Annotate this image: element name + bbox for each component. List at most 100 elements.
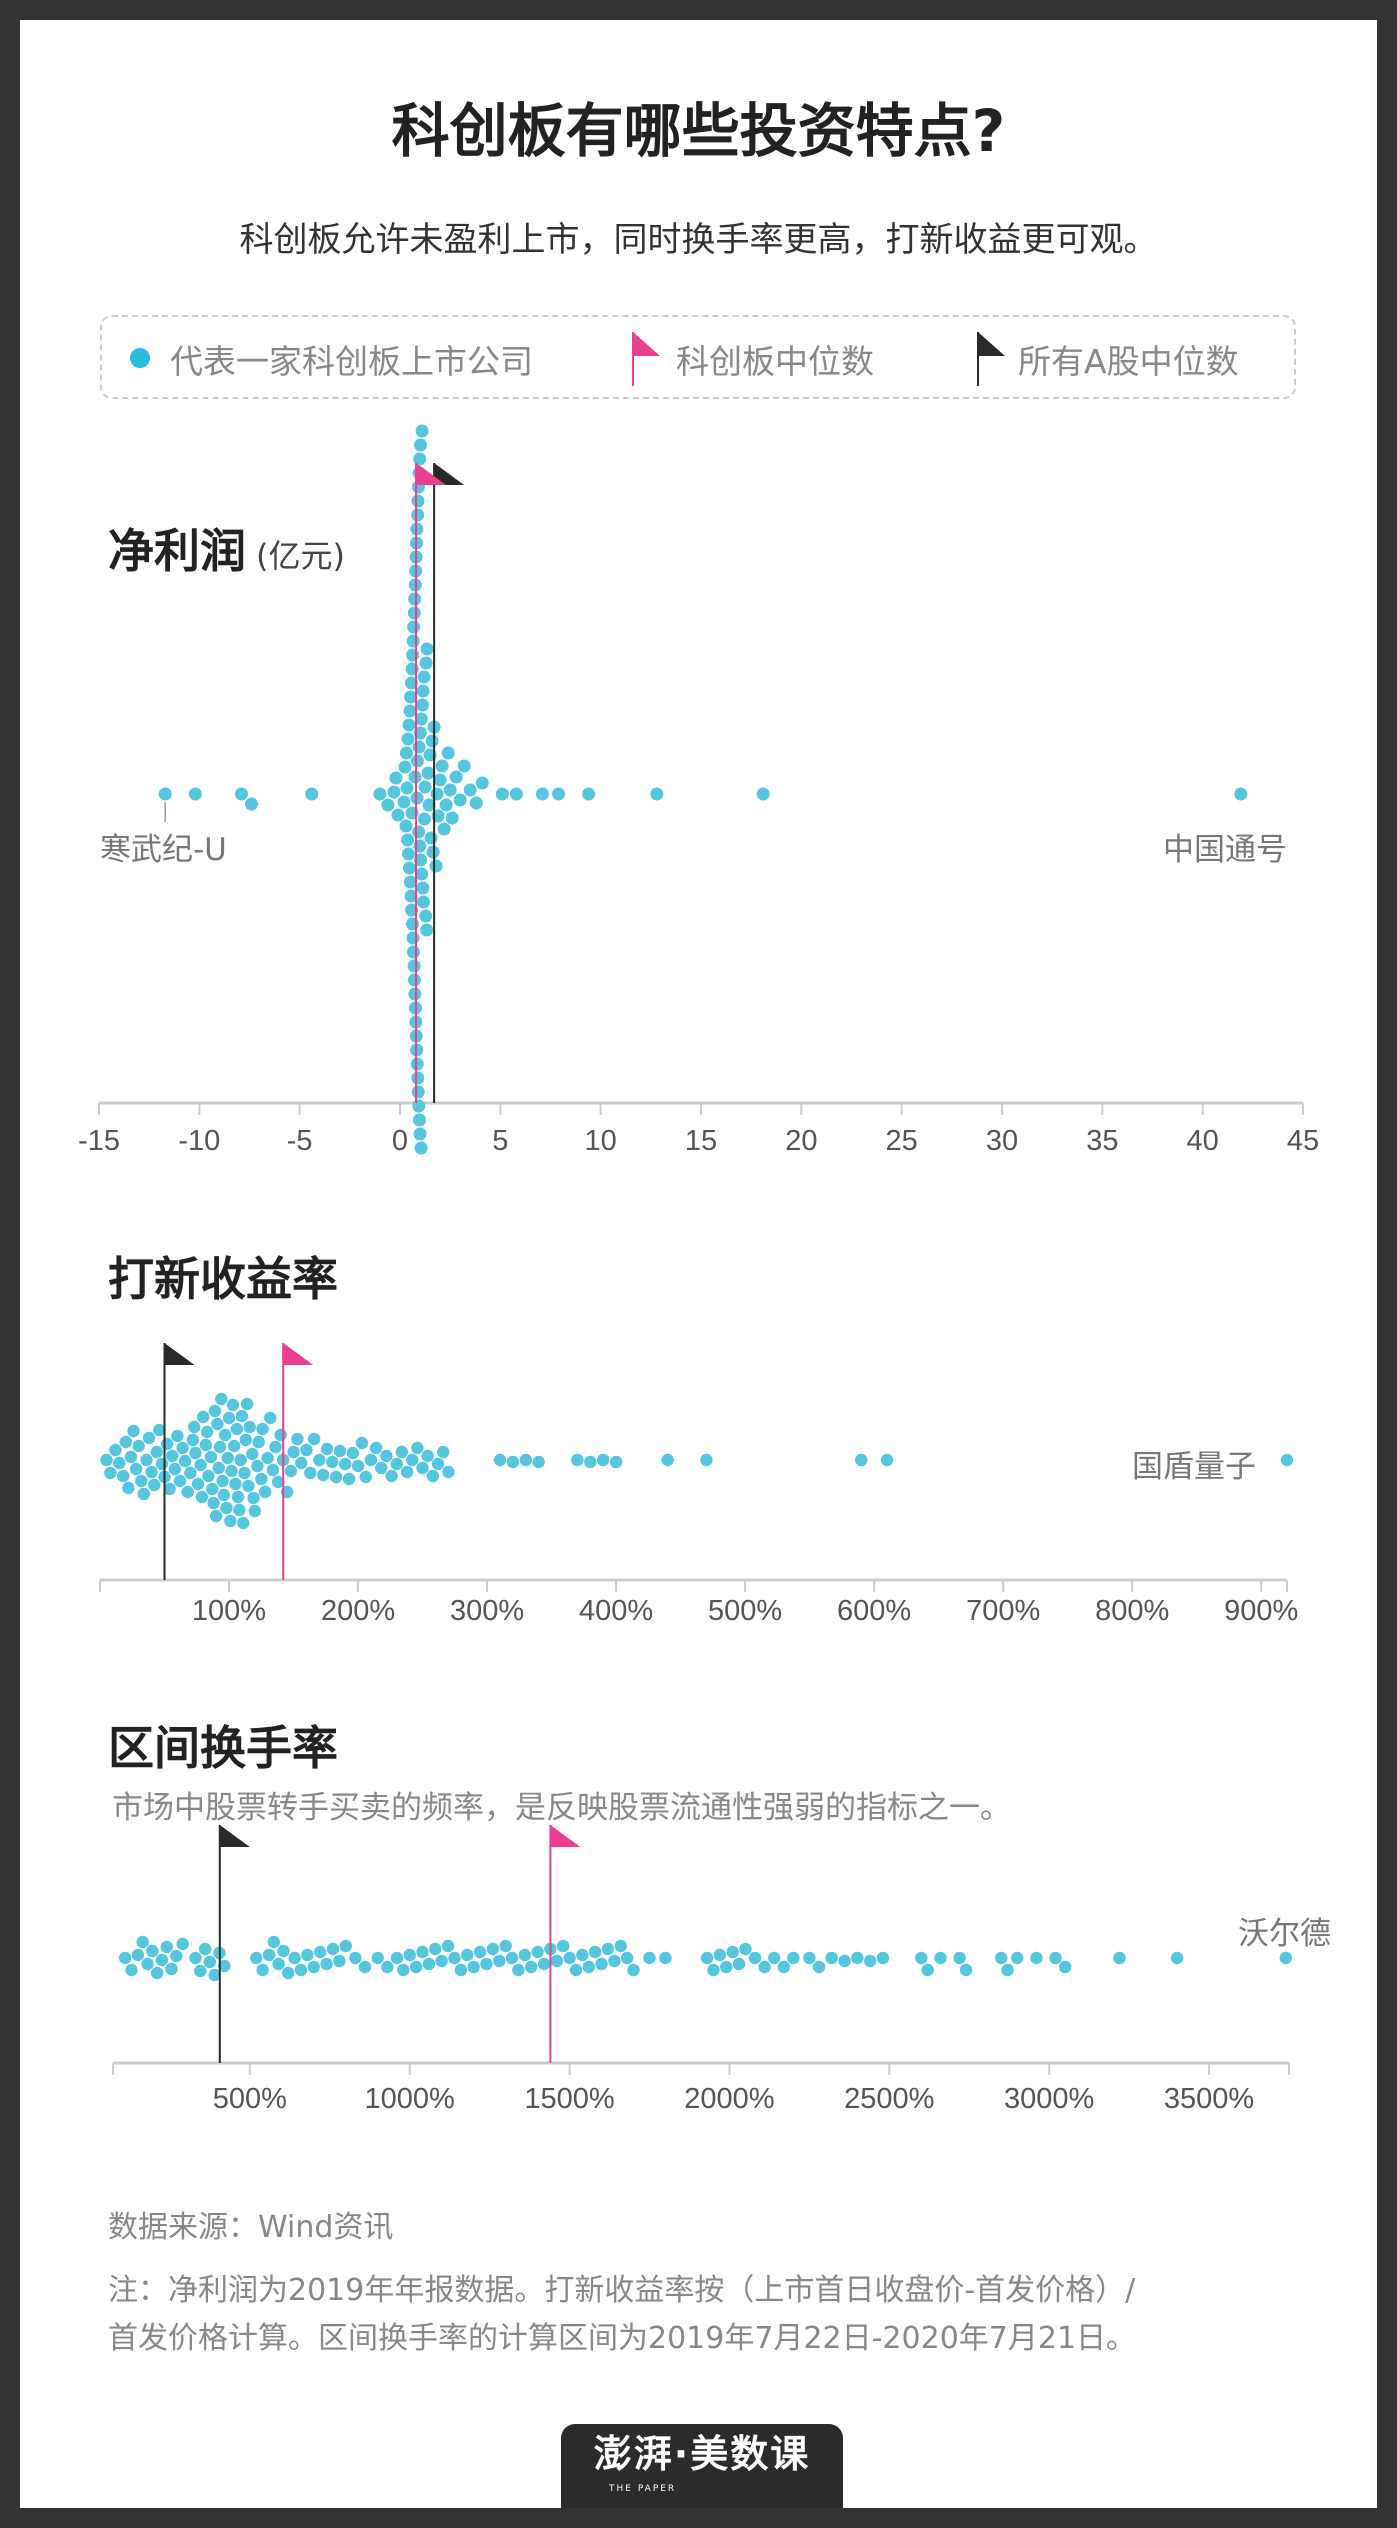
tick-label: 45	[1287, 1125, 1319, 1157]
star-market-median-flag-icon	[550, 1825, 581, 1847]
company-dot	[338, 1457, 352, 1471]
tick-label: 200%	[321, 1595, 395, 1627]
tick-label: 5	[492, 1125, 508, 1157]
company-dot	[509, 787, 523, 801]
company-dot	[413, 1127, 427, 1141]
logo: 澎湃·美数课 THE PAPER	[561, 2424, 843, 2508]
tick-label: 15	[685, 1125, 717, 1157]
company-dot	[206, 1482, 219, 1496]
company-dot	[258, 1485, 272, 1499]
company-dot	[222, 1411, 236, 1425]
company-dot	[213, 1440, 227, 1454]
tick-label: 700%	[966, 1595, 1040, 1627]
all-a-share-median-flag-icon	[434, 463, 465, 485]
company-dot	[812, 1960, 826, 1974]
company-dot	[122, 1481, 135, 1495]
company-dot	[391, 808, 405, 822]
tick-label: 500%	[708, 1595, 782, 1627]
company-dot	[269, 1440, 282, 1454]
company-dot	[375, 1461, 388, 1475]
company-dot	[215, 1392, 228, 1406]
turnover-subtitle: 市场中股票转手买卖的频率，是反映股票流通性强弱的指标之一。	[112, 1790, 1011, 1826]
ipo-return-title: 打新收益率	[108, 1252, 338, 1306]
company-dot	[313, 1453, 326, 1467]
company-dot	[726, 1945, 739, 1959]
company-dot	[1170, 1951, 1184, 1965]
company-dot	[364, 1453, 378, 1467]
company-dot	[473, 1945, 487, 1959]
company-dot	[756, 787, 770, 801]
company-dot	[250, 1951, 263, 1965]
company-dot	[397, 795, 411, 809]
company-dot	[119, 1435, 133, 1449]
tick-label: 25	[886, 1125, 918, 1157]
company-dot	[404, 889, 418, 903]
company-dot	[921, 1963, 934, 1977]
company-dot	[207, 1496, 220, 1510]
company-dot	[421, 766, 435, 780]
company-dot	[380, 1449, 393, 1463]
company-dot	[387, 785, 401, 799]
annotation-crsc: 中国通号	[1163, 832, 1287, 868]
company-dot	[416, 895, 430, 909]
page-subtitle: 科创板允许未盈利上市，同时换手率更高，打新收益更可观。	[239, 220, 1158, 260]
company-dot	[211, 1417, 224, 1431]
company-dot	[166, 1449, 179, 1463]
company-dot	[416, 1461, 429, 1475]
company-dot	[266, 1463, 280, 1477]
company-dot	[186, 1433, 200, 1447]
company-dot	[271, 1475, 285, 1489]
company-dot	[411, 508, 425, 522]
company-dot	[381, 798, 395, 812]
company-dot	[416, 1945, 429, 1959]
company-dot	[237, 1516, 250, 1530]
company-dot	[230, 1422, 243, 1436]
company-dot	[333, 1954, 346, 1968]
tick-label: 3000%	[1004, 2083, 1094, 2115]
company-dot	[113, 1456, 126, 1470]
company-dot	[550, 1954, 563, 1968]
company-dot	[461, 1948, 474, 1962]
company-dot	[208, 1968, 221, 1982]
company-dot	[160, 1437, 174, 1451]
company-dot	[176, 1441, 189, 1455]
company-dot	[234, 787, 248, 801]
company-dot	[1001, 1963, 1014, 1977]
company-dot	[436, 1445, 450, 1459]
company-dot	[165, 1962, 178, 1976]
company-dot	[171, 1429, 184, 1443]
company-dot	[203, 1955, 217, 1969]
company-dot	[401, 833, 415, 847]
company-dot	[915, 1951, 928, 1965]
tick-label: 800%	[1095, 1595, 1169, 1627]
tick-label: 10	[585, 1125, 617, 1157]
tick-label: 0	[392, 1125, 408, 1157]
company-dot	[441, 1939, 455, 1953]
company-dot	[713, 1948, 727, 1962]
company-dot	[457, 759, 471, 773]
company-dot	[410, 754, 424, 768]
company-dot	[150, 1445, 163, 1459]
company-dot	[178, 1454, 192, 1468]
company-dot	[1280, 1453, 1294, 1467]
company-dot	[142, 1431, 156, 1445]
company-dot	[934, 1951, 947, 1965]
company-dot	[239, 1433, 252, 1447]
company-dot	[373, 787, 387, 801]
company-dot	[445, 811, 459, 825]
company-dot	[493, 1453, 507, 1467]
company-dot	[300, 1443, 313, 1457]
company-dot	[209, 1509, 223, 1523]
company-dot	[608, 1954, 621, 1968]
logo-subtext: THE PAPER	[609, 2484, 677, 2494]
company-dot	[627, 1963, 640, 1977]
company-dot	[307, 1432, 321, 1446]
company-dot	[512, 1963, 525, 1977]
legend	[100, 315, 1296, 399]
company-dot	[252, 1435, 265, 1449]
company-dot	[197, 1410, 210, 1424]
company-dot	[409, 1960, 423, 1974]
company-dot	[407, 620, 421, 634]
company-dot	[199, 1438, 212, 1452]
company-dot	[402, 718, 416, 732]
